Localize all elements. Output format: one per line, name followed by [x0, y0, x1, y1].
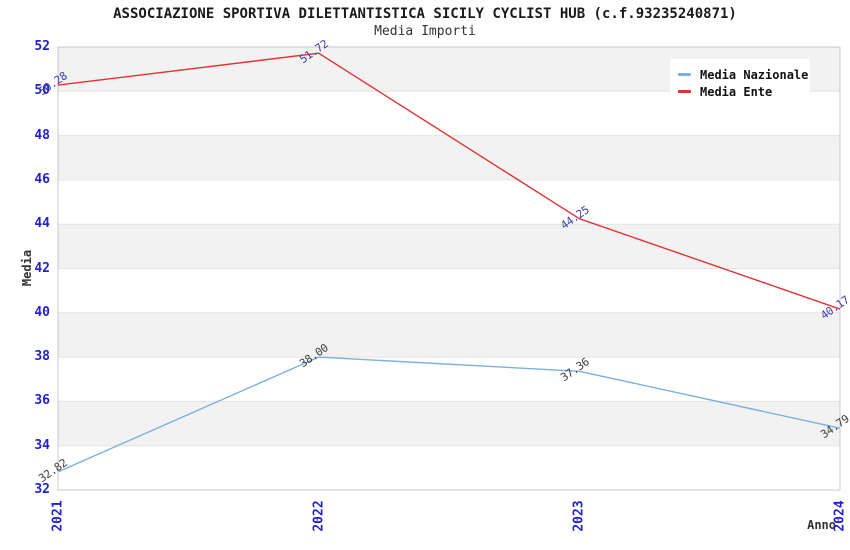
legend-swatch-line	[678, 90, 691, 93]
grid-band	[58, 179, 840, 225]
grid-band	[58, 401, 840, 446]
y-tick-label: 40	[34, 304, 50, 320]
legend-item: Media Nazionale	[678, 67, 810, 82]
legend: Media Nazionale Media Ente	[670, 59, 810, 107]
y-tick-label: 46	[34, 171, 50, 187]
x-tick-label: 2024	[832, 500, 848, 532]
legend-item: Media Ente	[678, 84, 810, 99]
plot-border	[57, 46, 841, 491]
y-tick-label: 44	[34, 216, 50, 232]
x-tick-label: 2023	[571, 500, 587, 532]
y-tick-label: 48	[34, 127, 50, 143]
y-tick-label: 36	[34, 393, 50, 409]
x-axis-label: Anno	[807, 518, 836, 532]
chart-title: ASSOCIAZIONE SPORTIVA DILETTANTISTICA SI…	[113, 6, 737, 22]
grid-band	[58, 224, 840, 269]
legend-item-label: Media Nazionale	[700, 67, 809, 82]
y-tick-label: 38	[34, 349, 50, 365]
legend-item-label: Media Ente	[700, 84, 773, 99]
x-tick-label: 2021	[50, 500, 66, 532]
grid-band	[58, 312, 840, 358]
y-tick-label: 52	[34, 39, 50, 54]
y-tick-label: 34	[34, 437, 50, 453]
series-line-media-ente	[57, 52, 841, 310]
x-tick-label: 2022	[311, 500, 327, 532]
y-tick-label: 42	[34, 260, 50, 276]
legend-swatch-line	[678, 73, 691, 76]
chart-subtitle: Media Importi	[374, 24, 476, 39]
series-line-media-nazionale	[57, 356, 841, 473]
grid-band	[58, 445, 840, 490]
y-tick-label: 32	[34, 482, 50, 497]
grid-band	[58, 268, 840, 313]
grid-band	[58, 135, 840, 180]
y-tick-label: 50	[34, 83, 50, 99]
